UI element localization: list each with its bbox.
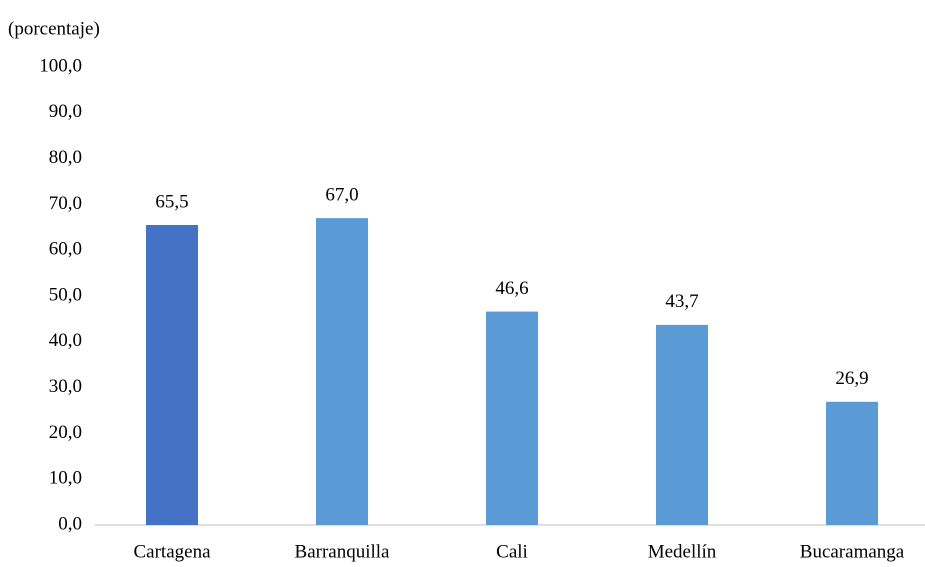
value-label: 26,9 [835,368,868,389]
y-tick-label: 30,0 [49,376,82,397]
x-tick-label: Cali [496,541,528,562]
bar [656,324,708,525]
y-tick-label: 90,0 [49,101,82,122]
y-tick-label: 50,0 [49,284,82,305]
bar [826,401,878,525]
y-axis-label: (porcentaje) [8,18,100,39]
y-tick-label: 10,0 [49,468,82,489]
value-label: 67,0 [325,184,358,205]
bar [486,311,538,525]
x-tick-label: Medellín [648,541,717,562]
value-label: 43,7 [665,291,698,312]
value-label: 46,6 [495,278,528,299]
x-tick-label: Bucaramanga [800,541,905,562]
bar [316,218,368,525]
y-tick-label: 60,0 [49,239,82,260]
y-tick-label: 20,0 [49,422,82,443]
bar [146,225,198,525]
y-tick-label: 0,0 [58,513,82,534]
y-tick-label: 80,0 [49,147,82,168]
y-tick-label: 40,0 [49,330,82,351]
x-tick-label: Barranquilla [295,541,391,562]
y-tick-label: 70,0 [49,193,82,214]
y-tick-label: 100,0 [39,55,82,76]
value-label: 65,5 [155,191,188,212]
x-tick-label: Cartagena [133,541,211,562]
